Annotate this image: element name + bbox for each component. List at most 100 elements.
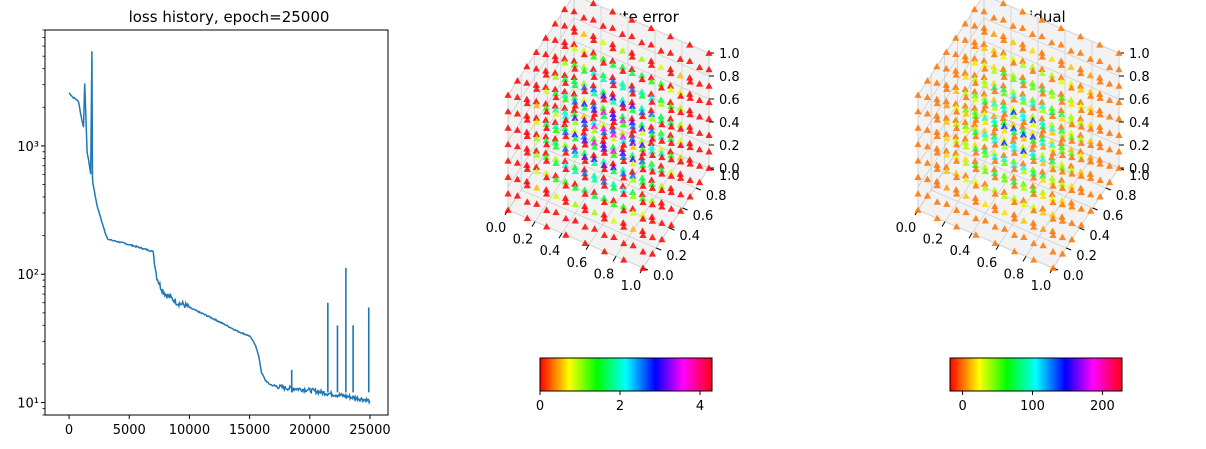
scatter-point — [513, 192, 522, 199]
scatter-point — [980, 40, 988, 48]
scatter-point — [1077, 155, 1085, 163]
scatter-point — [1067, 182, 1076, 190]
scatter-point — [532, 64, 540, 72]
scatter-point — [638, 71, 646, 79]
scatter-point — [523, 198, 531, 205]
scatter-point — [1030, 206, 1038, 214]
scatter-point — [542, 87, 550, 95]
scatter-point — [1019, 81, 1028, 89]
scatter-point — [580, 13, 588, 21]
scatter-point — [1086, 104, 1094, 112]
scatter-point — [1115, 164, 1123, 171]
scatter-point — [638, 124, 646, 132]
scatter-point — [619, 219, 627, 226]
scatter-point — [1077, 221, 1085, 229]
grid-line — [573, 17, 710, 77]
scatter-point — [580, 30, 588, 37]
scatter-point — [504, 140, 512, 148]
scatter-point — [1038, 98, 1046, 105]
scatter-point — [1010, 178, 1018, 185]
scatter-point — [686, 176, 694, 184]
scatter-point — [933, 214, 941, 222]
scatter-point — [667, 221, 675, 229]
scatter-point — [523, 99, 531, 107]
scatter-point — [990, 13, 998, 21]
scatter-point — [1038, 131, 1046, 138]
scatter-point — [667, 106, 675, 114]
scatter-point — [647, 73, 655, 81]
scatter-point — [1018, 122, 1027, 130]
scatter-point — [571, 97, 579, 105]
scatter-point — [590, 85, 598, 93]
scatter-point — [590, 126, 599, 134]
scatter-point — [552, 142, 560, 150]
scatter-point — [647, 57, 655, 64]
scatter-point — [648, 135, 657, 142]
scatter-point — [667, 139, 675, 146]
x-tick-label: 0.0 — [486, 221, 507, 236]
scatter-point — [1067, 83, 1076, 91]
scatter-point — [943, 101, 951, 109]
scatter-point — [580, 79, 588, 87]
scatter-point — [542, 169, 550, 177]
scatter-point — [1086, 88, 1094, 95]
scatter-point — [562, 165, 570, 173]
scatter-point — [599, 124, 608, 132]
scatter-point — [943, 151, 951, 158]
scatter-point — [933, 165, 941, 172]
scatter-point — [619, 149, 627, 157]
scatter-point — [629, 155, 637, 163]
scatter-point — [1048, 137, 1056, 144]
scatter-point — [552, 159, 560, 166]
scatter-point — [971, 42, 979, 50]
scatter-point — [1000, 188, 1008, 195]
scatter-point — [1077, 135, 1085, 142]
scatter-point — [552, 93, 560, 101]
scatter-point — [628, 114, 636, 122]
scatter-point — [619, 137, 627, 144]
scatter-point — [599, 141, 608, 148]
scatter-point — [1010, 247, 1019, 255]
scatter-point — [657, 96, 665, 103]
scatter-point — [542, 222, 551, 230]
scatter-point — [1038, 85, 1046, 93]
scatter-point — [599, 108, 608, 115]
scatter-point — [1009, 22, 1017, 29]
grid-line — [917, 40, 985, 142]
scatter-point — [1067, 100, 1076, 107]
scatter-point — [933, 99, 941, 107]
scatter-point — [991, 120, 999, 128]
y-tick-label: 0.8 — [1116, 189, 1137, 204]
scatter-point — [571, 200, 579, 208]
scatter-point — [1030, 223, 1038, 230]
scatter-point — [1029, 133, 1037, 140]
scatter-point — [1048, 92, 1056, 99]
z-tick-label: 0.6 — [719, 93, 740, 108]
scatter-point — [981, 134, 989, 142]
scatter-point — [532, 48, 540, 56]
scatter-point — [933, 144, 941, 152]
scatter-point — [647, 40, 655, 48]
scatter-point — [961, 73, 970, 80]
scatter-point — [1028, 79, 1037, 87]
scatter-point — [952, 222, 961, 230]
scatter-point — [962, 142, 970, 150]
scatter-point — [981, 151, 989, 158]
scatter-point — [570, 61, 579, 68]
scatter-point — [1048, 38, 1056, 46]
scatter-point — [639, 182, 647, 189]
scatter-point — [657, 47, 665, 54]
scatter-point — [551, 19, 559, 27]
scatter-point — [991, 87, 999, 95]
scatter-point — [981, 163, 989, 171]
loss-history-chart: loss history, epoch=25000 0 5000 10000 1500… — [17, 8, 390, 438]
scatter-point — [571, 180, 579, 187]
scatter-point — [533, 101, 541, 109]
scatter-point — [561, 42, 569, 50]
scatter-point — [1039, 155, 1047, 163]
scatter-point — [971, 161, 980, 169]
scatter-point — [1010, 231, 1019, 238]
scatter-point — [1115, 115, 1123, 122]
scatter-point — [1067, 149, 1076, 157]
scatter-point — [542, 34, 550, 41]
